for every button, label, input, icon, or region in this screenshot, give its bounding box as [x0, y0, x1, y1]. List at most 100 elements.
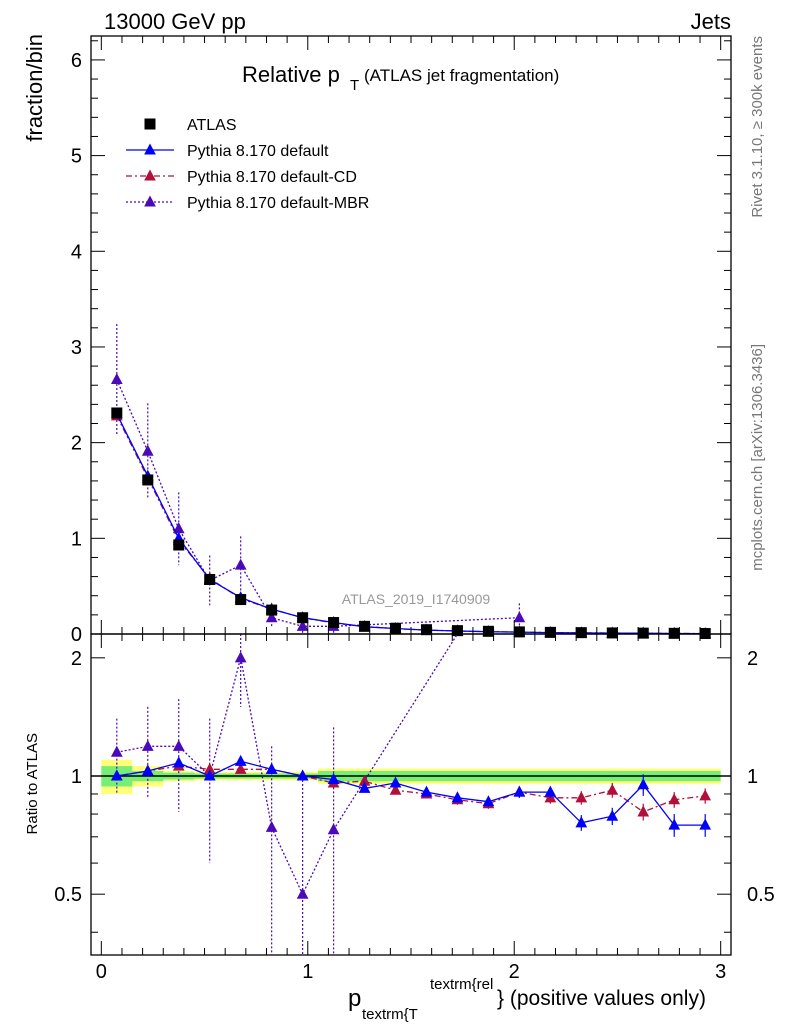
main-ytick-label: 5 [71, 146, 82, 168]
main-data-point [204, 573, 216, 585]
main-ytick-label: 0 [71, 624, 82, 646]
legend-marker [144, 195, 156, 207]
ratio-data-point [513, 785, 526, 797]
ratio-data-point [296, 769, 309, 781]
ratio-uncertainty-bands [101, 759, 721, 794]
tick-marks [91, 36, 731, 955]
ratio-data-point [699, 818, 712, 830]
energy-label: 13000 GeV pp [104, 9, 246, 34]
main-data-point [235, 594, 247, 606]
xlabel-sub: textrm{T [362, 1006, 418, 1023]
ratio-data-point [420, 785, 433, 797]
ratio-data-point [203, 762, 216, 774]
legend-entry: Pythia 8.170 default-MBR [126, 195, 369, 212]
main-data-point [668, 627, 680, 639]
ratio-data-point [141, 764, 154, 776]
main-data-point [173, 539, 185, 551]
ratio-data-point [141, 739, 154, 751]
ratio-data-point [110, 745, 123, 757]
main-ylabel: fraction/bin [22, 34, 47, 142]
legend-entry: Pythia 8.170 default-CD [126, 169, 357, 186]
main-data-point [482, 625, 494, 637]
ratio-data-point [575, 791, 588, 803]
ratio-ytick-label: 1 [71, 766, 82, 788]
ratio-xtick-label: 1 [302, 961, 313, 983]
title-main: Relative p [242, 62, 340, 87]
ratio-data-point [389, 776, 402, 788]
ratio-data-point [172, 739, 185, 751]
legend-marker [144, 143, 156, 155]
main-data-point [606, 627, 618, 639]
main-data-point [265, 611, 278, 623]
legend-marker [144, 118, 156, 130]
title-sub: T [350, 77, 359, 94]
ratio-data-point [358, 774, 371, 786]
ratio-data-point [606, 783, 619, 795]
ratio-mbr-continuation [333, 633, 459, 831]
ratio-frame [90, 633, 732, 956]
tick-labels: 0 1 2 3 4 5 6 0 1 2 3 0.5 0.5 1 1 2 2 [54, 50, 775, 983]
xlabel-main: p [348, 985, 361, 1012]
ratio-series-pythia-8-170-default [110, 754, 712, 837]
ratio-data-point [637, 805, 650, 817]
ratio-data-point [482, 795, 495, 807]
ratio-series-pythia-8-170-default-mbr [110, 634, 340, 955]
main-ytick-label: 2 [71, 433, 82, 455]
ratio-xlabel: p textrm{T textrm{rel } (positive values… [348, 976, 706, 1023]
ratio-data-point [358, 781, 371, 793]
main-ytick-label: 3 [71, 337, 82, 359]
main-data-point [390, 622, 402, 634]
process-label: Jets [691, 9, 731, 34]
main-ytick-label: 1 [71, 528, 82, 550]
legend-entry: ATLAS [144, 117, 237, 134]
legend: ATLAS Pythia 8.170 default Pythia 8.170 de… [126, 117, 369, 212]
legend-label: Pythia 8.170 default [187, 143, 329, 160]
main-ytick-label: 6 [71, 50, 82, 72]
ratio-data-point [296, 887, 309, 899]
main-data-point [575, 627, 587, 639]
main-data-point [359, 620, 371, 632]
ratio-xtick-label: 3 [715, 961, 726, 983]
ratio-ytick-label-right: 0.5 [747, 884, 775, 906]
xlabel-rest: } (positive values only) [497, 987, 706, 1010]
main-data-point [266, 604, 278, 616]
main-data-point [297, 612, 309, 624]
main-data-point [513, 611, 526, 623]
legend-label: ATLAS [187, 117, 237, 134]
ratio-data-point [389, 783, 402, 795]
main-data-point [110, 372, 123, 385]
main-ytick-label: 4 [71, 241, 82, 263]
ratio-data-point [172, 756, 185, 768]
ratio-data-point [265, 762, 278, 774]
legend-label: Pythia 8.170 default-MBR [187, 195, 369, 212]
ratio-ytick-label: 2 [71, 648, 82, 670]
ratio-xtick-label: 2 [509, 961, 520, 983]
ratio-data-point [606, 809, 619, 821]
ratio-data-point [451, 791, 464, 803]
ratio-data-point [234, 762, 247, 774]
main-data-point [142, 474, 154, 486]
main-title: Relative p T (ATLAS jet fragmentation) [242, 62, 559, 94]
xlabel-sup: textrm{rel [430, 976, 493, 993]
ratio-data-point [265, 820, 278, 832]
ratio-data-point [699, 789, 712, 801]
legend-marker [144, 169, 156, 181]
ratio-data-point [544, 785, 557, 797]
analysis-watermark: ATLAS_2019_I1740909 [342, 591, 491, 607]
ratio-data-point [327, 772, 340, 785]
ratio-panel-series [110, 633, 712, 955]
main-data-point [172, 522, 185, 534]
ratio-ytick-label-right: 1 [747, 766, 758, 788]
main-data-point [544, 626, 556, 638]
ratio-ytick-label-right: 2 [747, 648, 758, 670]
ratio-data-point [203, 769, 216, 781]
ratio-series-line [116, 765, 706, 813]
ratio-data-point [637, 778, 650, 790]
ratio-data-point [575, 816, 588, 828]
rivet-label: Rivet 3.1.10, ≥ 300k events [749, 36, 766, 218]
main-data-point [328, 617, 340, 629]
main-data-point [111, 407, 123, 419]
ratio-data-point [234, 651, 247, 663]
ratio-data-point [234, 754, 247, 766]
